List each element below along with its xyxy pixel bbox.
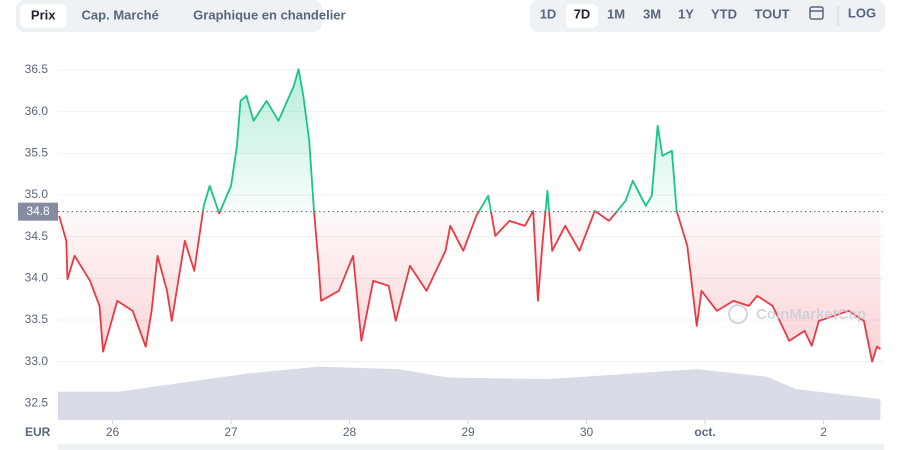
x-tick-label: 28 bbox=[343, 425, 357, 439]
y-tick-label: 34.0 bbox=[25, 271, 49, 285]
price-line bbox=[58, 68, 881, 363]
range-button[interactable]: 1D bbox=[540, 6, 557, 21]
unit-label: EUR bbox=[25, 425, 51, 439]
y-tick-label: 35.5 bbox=[25, 146, 49, 160]
watermark: CoinMarketCap bbox=[756, 306, 866, 323]
x-tick-label: 2 bbox=[820, 425, 827, 439]
volume-area bbox=[58, 366, 881, 420]
log-button[interactable]: LOG bbox=[848, 5, 876, 20]
x-tick-label: 30 bbox=[580, 425, 594, 439]
range-button[interactable]: 7D bbox=[574, 6, 591, 21]
range-button[interactable]: 1M bbox=[607, 6, 625, 21]
price-area bbox=[59, 69, 881, 362]
x-tick-label: 29 bbox=[461, 425, 475, 439]
y-tick-label: 32.5 bbox=[25, 396, 49, 410]
range-button[interactable]: 3M bbox=[643, 6, 661, 21]
range-button[interactable]: 1Y bbox=[678, 6, 694, 21]
x-tick-label: oct. bbox=[694, 425, 715, 439]
calendar-icon[interactable] bbox=[809, 6, 824, 20]
y-tick-label: 34.5 bbox=[25, 229, 49, 243]
tab[interactable]: Graphique en chandelier bbox=[193, 7, 345, 22]
tab-selected bbox=[20, 4, 67, 28]
y-tick-label: 36.0 bbox=[25, 104, 49, 118]
y-tick-label: 33.0 bbox=[25, 354, 49, 368]
tab[interactable]: Cap. Marché bbox=[82, 7, 159, 22]
x-tick-label: 27 bbox=[224, 425, 238, 439]
range-button[interactable]: TOUT bbox=[754, 6, 789, 21]
y-tick-label: 36.5 bbox=[25, 62, 49, 76]
tab[interactable]: Prix bbox=[31, 7, 56, 22]
range-selected bbox=[566, 4, 598, 28]
x-tick-label: 26 bbox=[106, 425, 120, 439]
y-tick-label: 33.5 bbox=[25, 312, 49, 326]
baseline-label: 34.8 bbox=[26, 204, 50, 218]
y-tick-label: 35.0 bbox=[25, 187, 49, 201]
tab-group bbox=[16, 0, 322, 32]
watermark-logo bbox=[728, 304, 748, 324]
range-button[interactable]: YTD bbox=[711, 6, 737, 21]
range-group bbox=[530, 0, 885, 32]
scrollbar bbox=[58, 444, 884, 450]
baseline-label-bg bbox=[18, 202, 58, 221]
